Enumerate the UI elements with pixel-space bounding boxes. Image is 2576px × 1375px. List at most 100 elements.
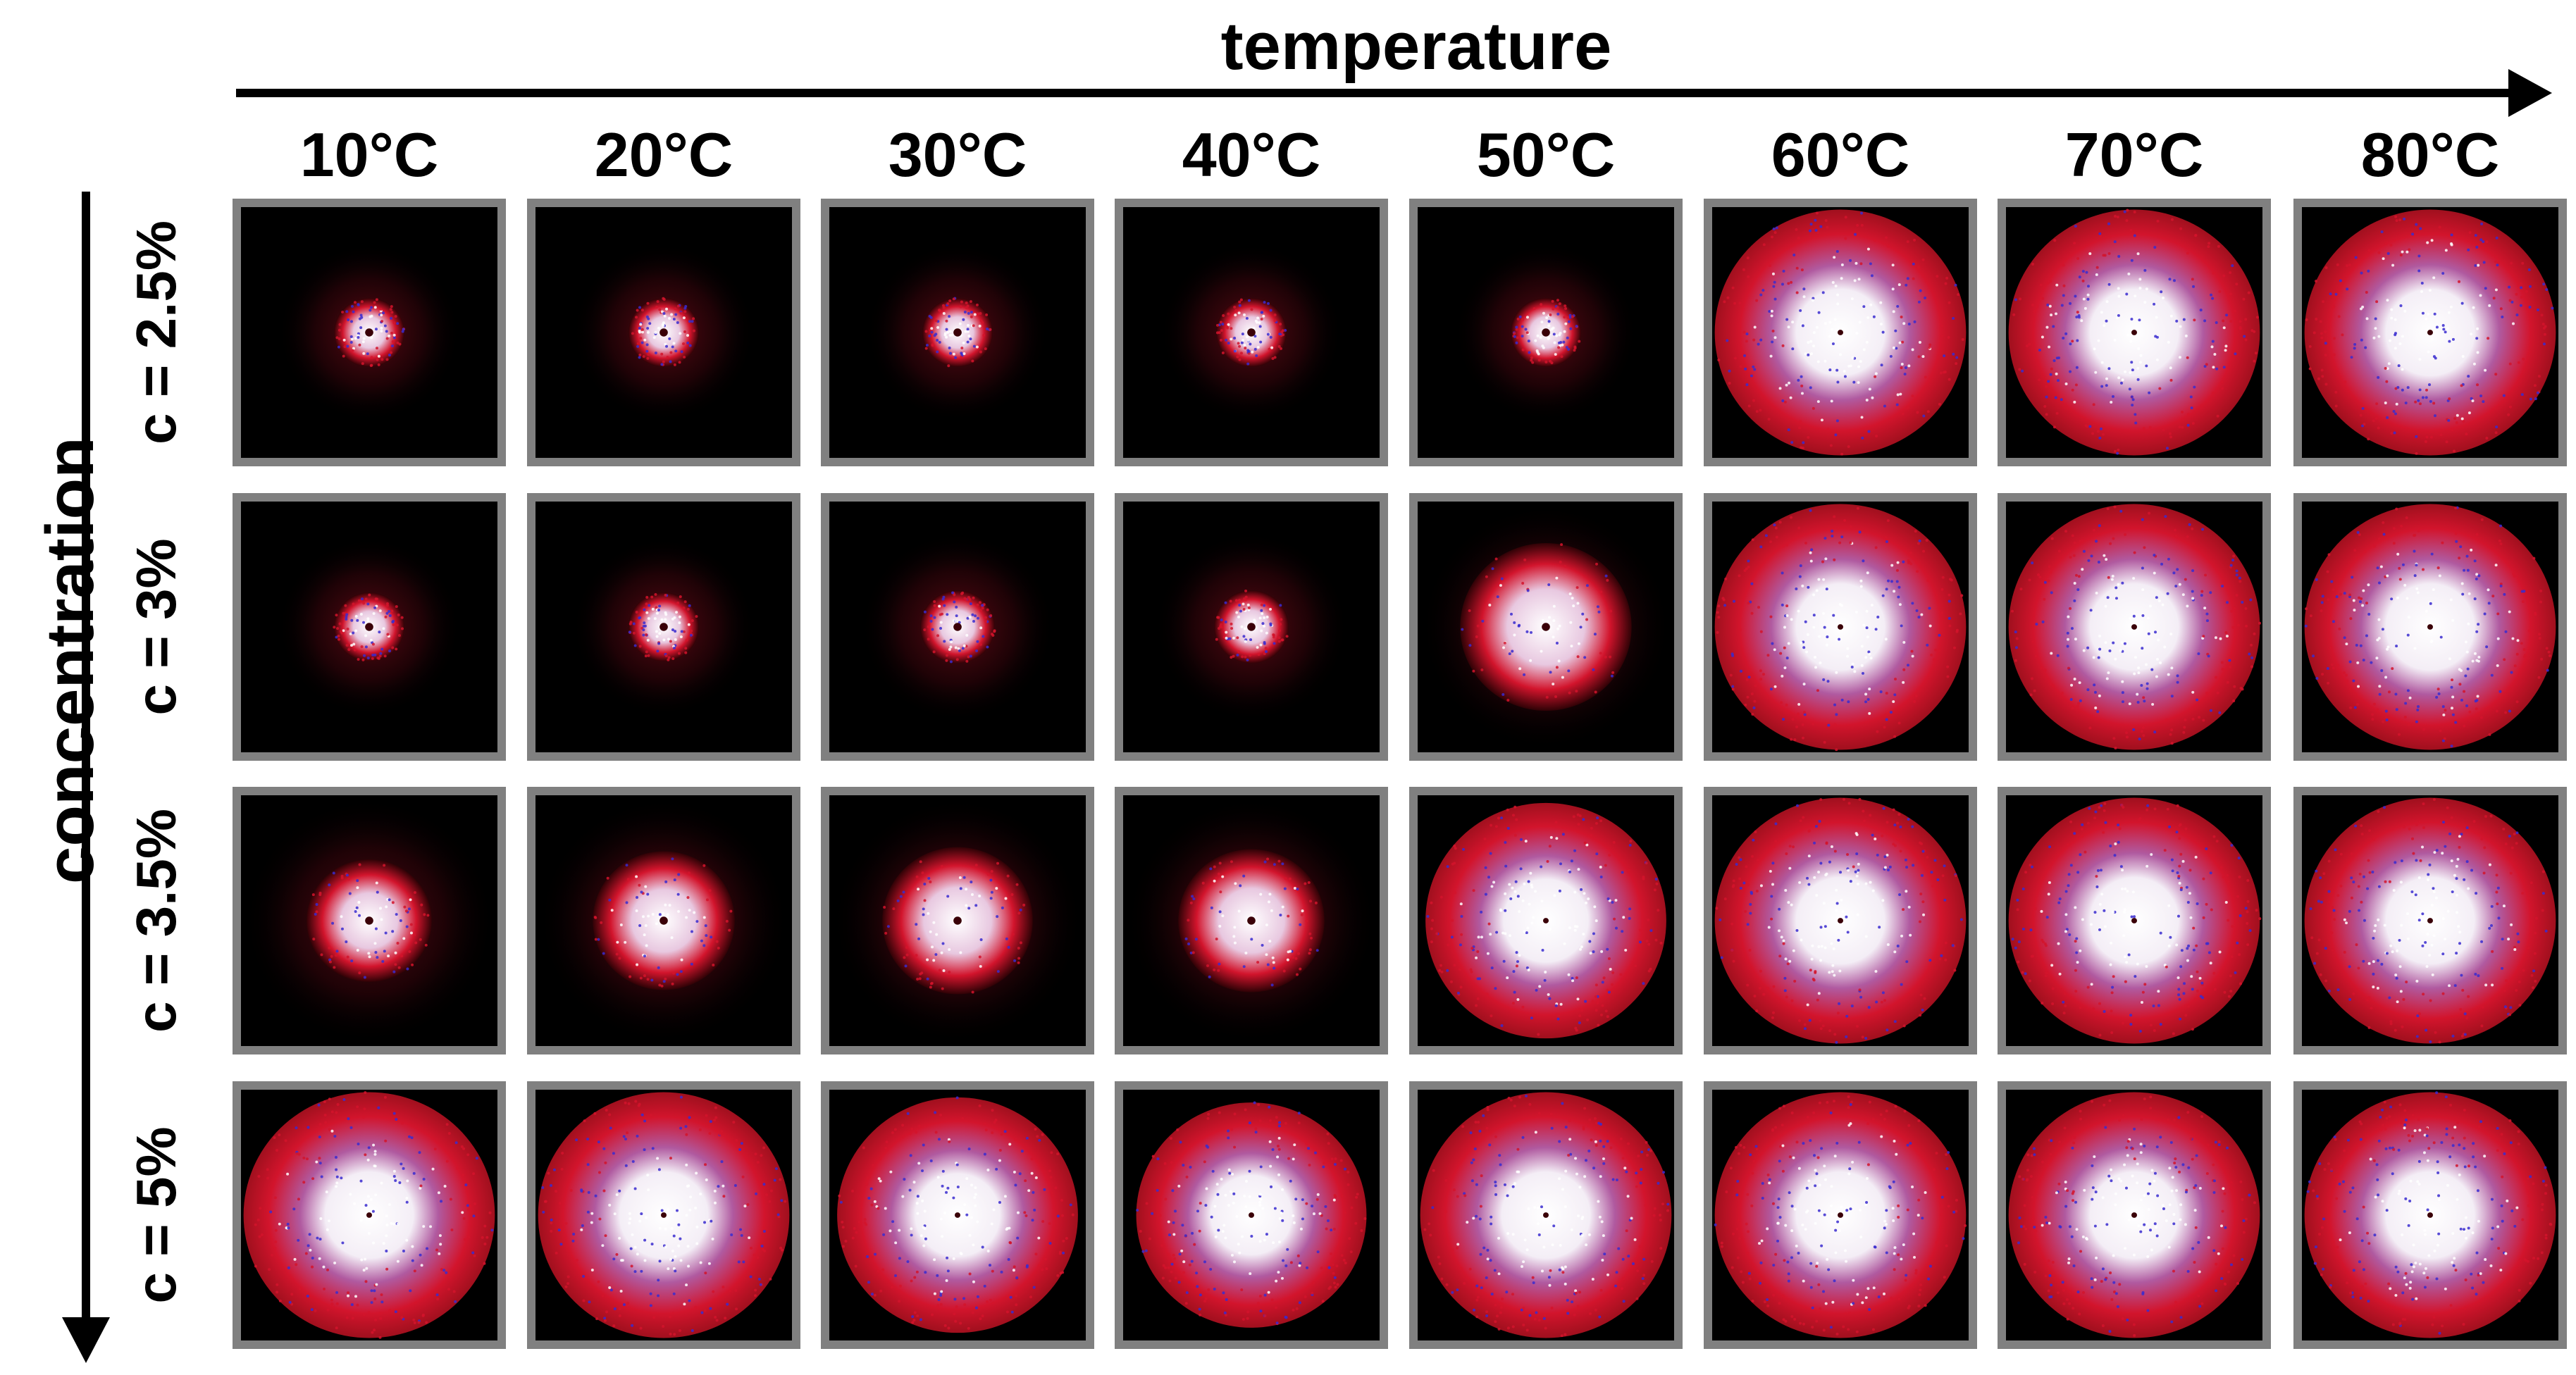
scattering-pattern	[2006, 502, 2262, 752]
beam-stop	[953, 623, 962, 631]
scattering-pattern	[241, 1090, 497, 1340]
scattering-pattern-cell	[1115, 787, 1388, 1054]
beam-stop	[2427, 330, 2434, 335]
scattering-pattern-cell	[1998, 787, 2271, 1054]
scattering-pattern	[2006, 795, 2262, 1046]
scattering-pattern	[1418, 207, 1674, 458]
scattering-pattern-cell	[1704, 787, 1977, 1054]
column-label: 20°C	[594, 120, 733, 189]
column-label: 40°C	[1182, 120, 1321, 189]
scattering-pattern-cell	[1998, 493, 2271, 761]
beam-stop	[1247, 328, 1256, 337]
scattering-pattern	[1712, 1090, 1969, 1340]
scattering-pattern	[241, 502, 497, 752]
scattering-pattern-cell	[1704, 1081, 1977, 1349]
beam-stop	[2427, 1212, 2434, 1218]
scattering-pattern-cell	[1115, 199, 1388, 466]
scattering-pattern	[1123, 207, 1380, 458]
beam-stop	[1542, 328, 1550, 337]
scattering-pattern-cell	[821, 1081, 1094, 1349]
temperature-axis-title: temperature	[1220, 8, 1612, 84]
row-label: c = 5%	[125, 1126, 187, 1304]
scattering-pattern-cell	[527, 787, 800, 1054]
scattering-pattern	[829, 795, 1086, 1046]
scattering-pattern-cell	[233, 787, 506, 1054]
beam-stop	[954, 1212, 961, 1218]
scattering-pattern	[2302, 1090, 2558, 1340]
scattering-pattern	[1712, 207, 1969, 458]
scattering-pattern	[1123, 795, 1380, 1046]
scattering-pattern	[535, 1090, 792, 1340]
scattering-pattern	[829, 1090, 1086, 1340]
scattering-pattern-cell	[527, 199, 800, 466]
scattering-pattern-cell	[2293, 1081, 2567, 1349]
scattering-pattern	[1712, 795, 1969, 1046]
beam-stop	[1247, 916, 1256, 925]
scattering-pattern-cell	[1409, 199, 1683, 466]
scattering-pattern	[1123, 502, 1380, 752]
scattering-pattern-cell	[527, 493, 800, 761]
scattering-pattern	[241, 795, 497, 1046]
scattering-pattern-cell	[233, 1081, 506, 1349]
scattering-pattern-cell	[1409, 787, 1683, 1054]
scattering-pattern	[829, 502, 1086, 752]
scattering-pattern	[1418, 795, 1674, 1046]
column-label: 30°C	[888, 120, 1027, 189]
column-label: 50°C	[1476, 120, 1616, 189]
scattering-pattern	[2302, 795, 2558, 1046]
scattering-pattern-cell	[2293, 787, 2567, 1054]
scattering-pattern	[1418, 502, 1674, 752]
scattering-pattern-cell	[1998, 1081, 2271, 1349]
scattering-pattern-cell	[821, 493, 1094, 761]
beam-stop	[1542, 623, 1550, 631]
column-label: 10°C	[299, 120, 439, 189]
row-label: c = 3%	[125, 538, 187, 716]
beam-stop	[953, 328, 962, 337]
scattering-pattern-cell	[233, 199, 506, 466]
scattering-pattern	[2302, 502, 2558, 752]
beam-stop	[1837, 918, 1844, 923]
scattering-pattern-cell	[1704, 493, 1977, 761]
scattering-pattern	[1712, 502, 1969, 752]
scattering-pattern	[2006, 207, 2262, 458]
scattering-pattern-cell	[821, 199, 1094, 466]
scattering-pattern	[829, 207, 1086, 458]
beam-stop	[660, 1212, 667, 1218]
beam-stop	[365, 328, 373, 337]
scattering-pattern	[1123, 1090, 1380, 1340]
beam-stop	[1837, 1212, 1844, 1218]
scattering-pattern-cell	[2293, 493, 2567, 761]
concentration-axis-title: concentration	[32, 437, 108, 884]
scattering-pattern-cell	[1115, 493, 1388, 761]
beam-stop	[2131, 624, 2138, 630]
scattering-pattern-cell	[1115, 1081, 1388, 1349]
scattering-pattern-cell	[233, 493, 506, 761]
beam-stop	[660, 916, 668, 925]
beam-stop	[1837, 624, 1844, 630]
beam-stop	[660, 328, 668, 337]
beam-stop	[1837, 330, 1844, 335]
scattering-pattern-cell	[1409, 1081, 1683, 1349]
scattering-pattern	[2302, 207, 2558, 458]
beam-stop	[1542, 1212, 1549, 1218]
scattering-pattern	[535, 207, 792, 458]
scattering-pattern	[535, 502, 792, 752]
beam-stop	[1247, 623, 1256, 631]
scattering-pattern-cell	[527, 1081, 800, 1349]
beam-stop	[1248, 1212, 1255, 1218]
beam-stop	[2131, 918, 2138, 923]
scattering-pattern	[2006, 1090, 2262, 1340]
beam-stop	[2427, 918, 2434, 923]
scattering-pattern-cell	[2293, 199, 2567, 466]
scattering-pattern-cell	[1409, 493, 1683, 761]
row-label: c = 3.5%	[125, 809, 187, 1033]
scattering-pattern-cell	[1704, 199, 1977, 466]
beam-stop	[2427, 624, 2434, 630]
scattering-pattern	[535, 795, 792, 1046]
beam-stop	[2131, 1212, 2138, 1218]
beam-stop	[953, 916, 962, 925]
row-label: c = 2.5%	[125, 220, 187, 445]
beam-stop	[660, 623, 668, 631]
beam-stop	[366, 1212, 373, 1218]
